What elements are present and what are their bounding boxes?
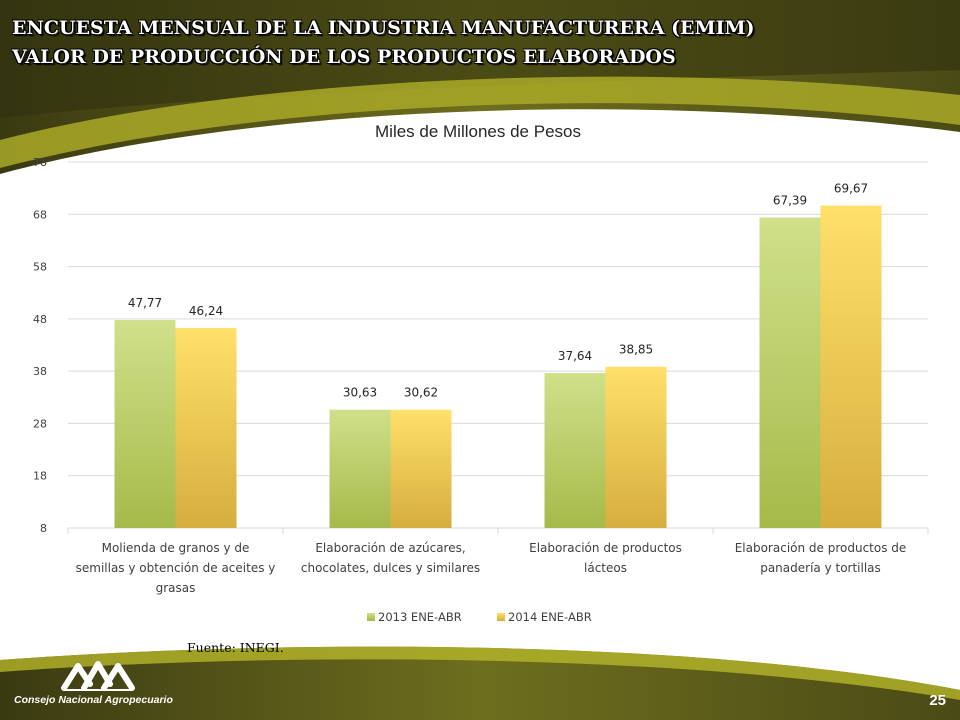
bar-2014 (605, 366, 667, 528)
x-category-label: Molienda de granos y de semillas y obtenc… (76, 541, 276, 595)
data-label: 69,67 (834, 182, 868, 196)
bar-2014 (175, 328, 237, 528)
bar-2014 (820, 205, 882, 528)
y-tick-label: 38 (33, 365, 47, 378)
logo-text: Consejo Nacional Agropecuario (14, 694, 173, 706)
data-label: 37,64 (558, 349, 592, 363)
legend-label: 2014 ENE-ABR (508, 610, 592, 624)
legend-swatch (367, 613, 375, 621)
slide-title-line-1: ENCUESTA MENSUAL DE LA INDUSTRIA MANUFAC… (12, 17, 755, 39)
y-tick-label: 48 (33, 313, 47, 326)
bar-2013 (759, 217, 821, 528)
bar-2013 (544, 373, 606, 528)
data-label: 67,39 (773, 193, 807, 207)
logo: Consejo Nacional Agropecuario (14, 658, 184, 714)
chart-title: Miles de Millones de Pesos (375, 122, 581, 141)
legend-swatch (497, 613, 505, 621)
source-note: Fuente: INEGI. (187, 640, 284, 655)
slide-title-line-2: VALOR DE PRODUCCIÓN DE LOS PRODUCTOS ELA… (12, 46, 676, 68)
data-label: 47,77 (128, 296, 162, 310)
y-tick-label: 58 (33, 261, 47, 274)
slide-title: ENCUESTA MENSUAL DE LA INDUSTRIA MANUFAC… (12, 14, 754, 72)
legend-label: 2013 ENE-ABR (378, 610, 462, 624)
y-tick-label: 8 (40, 522, 47, 535)
y-tick-label: 18 (33, 470, 47, 483)
y-tick-label: 78 (33, 156, 47, 169)
bar-2013 (329, 409, 391, 528)
x-category-label: Elaboración de productos de panadería y t… (735, 541, 907, 575)
bar-2014 (390, 409, 452, 528)
data-label: 30,63 (343, 386, 377, 400)
data-label: 30,62 (404, 386, 438, 400)
page-number: 25 (929, 692, 946, 709)
x-category-label: Elaboración de azúcares, chocolates, dulc… (301, 541, 480, 575)
bar-2013 (114, 320, 176, 528)
data-label: 38,85 (619, 343, 653, 357)
x-category-label: Elaboración de productos lácteos (529, 541, 682, 575)
y-tick-label: 68 (33, 208, 47, 221)
data-label: 46,24 (189, 304, 223, 318)
logo-mark-icon (61, 661, 135, 691)
y-tick-label: 28 (33, 417, 47, 430)
